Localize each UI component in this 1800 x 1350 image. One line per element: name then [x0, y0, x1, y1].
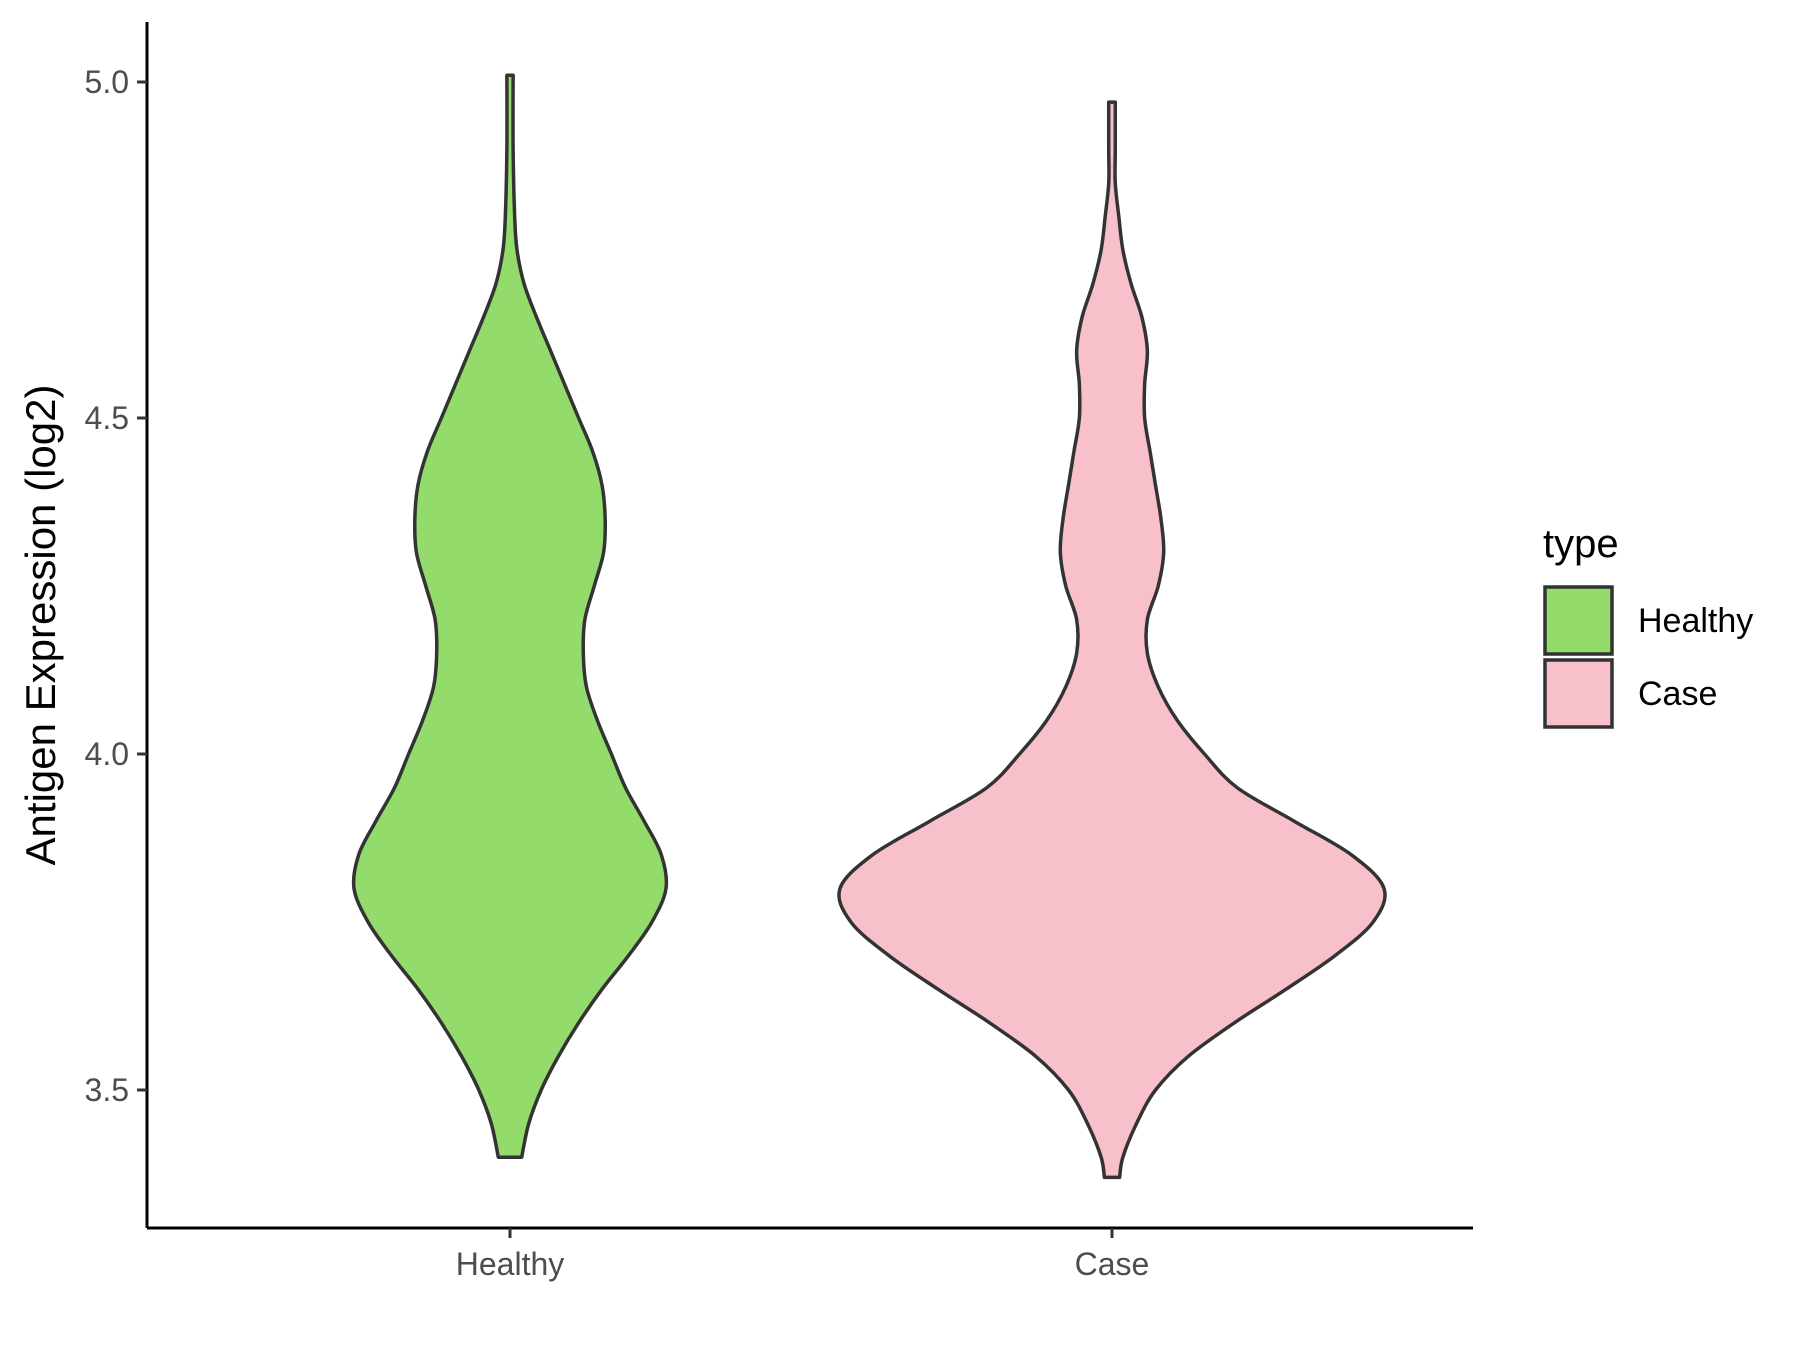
x-tick-label: Healthy	[456, 1246, 565, 1282]
violin-healthy	[351, 73, 669, 1159]
y-tick-label: 5.0	[85, 64, 129, 100]
y-tick-label: 4.0	[85, 736, 129, 772]
legend-label-case: Case	[1638, 675, 1717, 713]
legend-label-healthy: Healthy	[1638, 602, 1753, 640]
legend-swatch-case	[1543, 658, 1614, 729]
y-axis-title: Antigen Expression (log2)	[17, 385, 64, 866]
y-tick-label: 3.5	[85, 1072, 129, 1108]
x-ticks-layer: Healthy Case	[456, 1228, 1150, 1282]
y-ticks-layer: 3.5 4.0 4.5 5.0	[85, 64, 147, 1108]
violin-case	[837, 100, 1387, 1180]
legend: type Healthy Case	[1543, 522, 1753, 729]
legend-swatch-healthy	[1543, 585, 1614, 656]
legend-entries: Healthy Case	[1543, 585, 1753, 729]
x-tick-label: Case	[1075, 1246, 1150, 1282]
y-tick-label: 4.5	[85, 400, 129, 436]
legend-title: type	[1543, 522, 1619, 566]
violins-layer	[351, 73, 1387, 1180]
axes-layer	[145, 22, 1473, 1230]
